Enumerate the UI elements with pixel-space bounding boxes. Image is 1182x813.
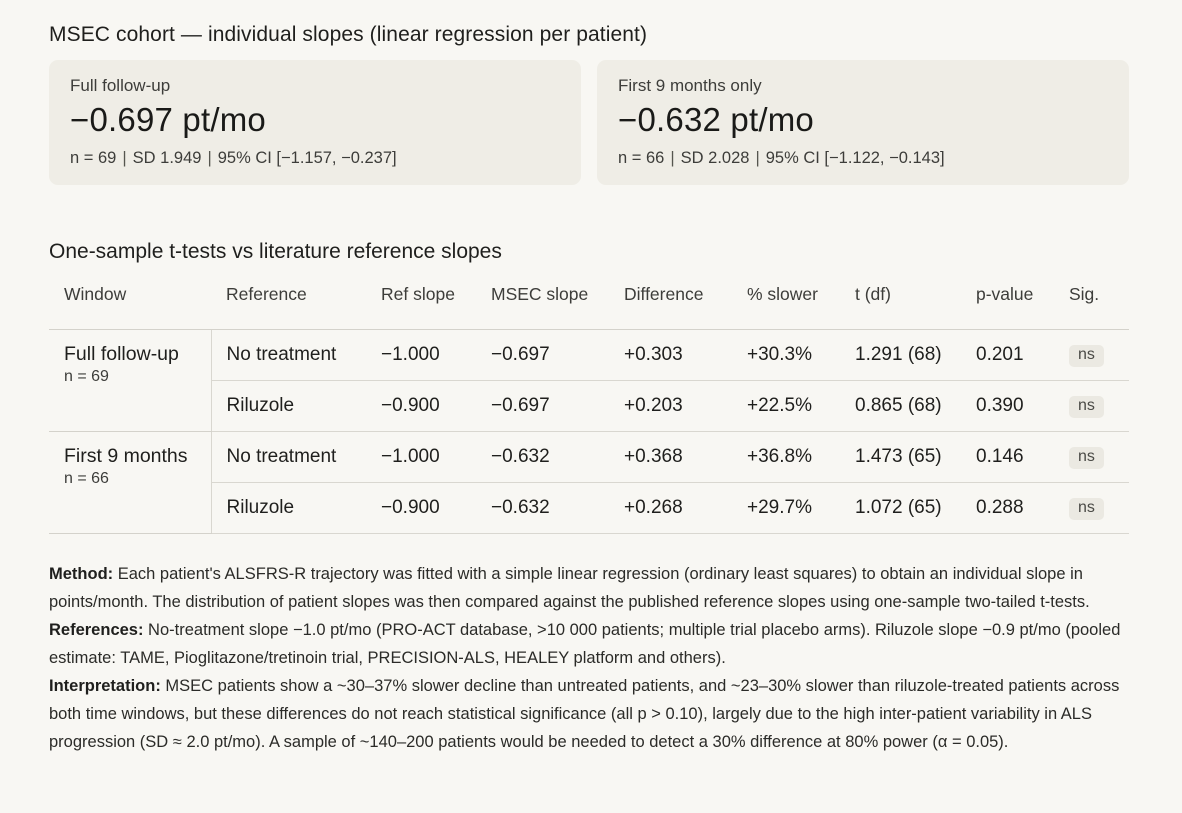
interpretation-label: Interpretation: — [49, 677, 161, 695]
card-label: Full follow-up — [70, 76, 171, 95]
card-sd: SD 1.949 — [132, 149, 202, 167]
cell-difference: +0.368 — [609, 431, 732, 483]
card-ci: 95% CI [−1.157, −0.237] — [217, 149, 397, 167]
cell-sig: ns — [1054, 380, 1129, 432]
cell-ref-slope: −1.000 — [366, 431, 476, 483]
cell-pct-slower: +36.8% — [732, 431, 840, 483]
cell-difference: +0.203 — [609, 380, 732, 432]
cell-ref-slope: −0.900 — [366, 380, 476, 432]
cell-difference: +0.268 — [609, 482, 732, 534]
cell-sig: ns — [1054, 431, 1129, 483]
separator: | — [207, 149, 212, 167]
column-header-ref-slope: Ref slope — [366, 284, 476, 330]
cell-pct-slower: +29.7% — [732, 482, 840, 534]
column-header-reference: Reference — [211, 284, 366, 330]
cell-p-value: 0.288 — [961, 482, 1054, 534]
column-header-msec-slope: MSEC slope — [476, 284, 609, 330]
cell-ref-slope: −1.000 — [366, 329, 476, 381]
table-row: Riluzole −0.900 −0.632 +0.268 +29.7% 1.0… — [49, 482, 1129, 534]
significance-badge: ns — [1069, 447, 1104, 469]
cell-p-value: 0.390 — [961, 380, 1054, 432]
card-ci: 95% CI [−1.122, −0.143] — [765, 149, 945, 167]
references-label: References: — [49, 621, 144, 639]
window-n: n = 69 — [64, 368, 109, 385]
cell-pct-slower: +22.5% — [732, 380, 840, 432]
significance-badge: ns — [1069, 345, 1104, 367]
significance-badge: ns — [1069, 498, 1104, 520]
references-text: No-treatment slope −1.0 pt/mo (PRO-ACT d… — [49, 621, 1121, 667]
page-title: MSEC cohort — individual slopes (linear … — [49, 23, 648, 46]
cell-sig: ns — [1054, 329, 1129, 381]
cell-difference: +0.303 — [609, 329, 732, 381]
card-stats: n = 69 | SD 1.949 | 95% CI [−1.157, −0.237] — [70, 146, 560, 170]
cell-t-df: 0.865 (68) — [840, 380, 961, 432]
column-header-difference: Difference — [609, 284, 732, 330]
cell-t-df: 1.473 (65) — [840, 431, 961, 483]
card-slope-value: −0.632 pt/mo — [618, 101, 814, 138]
cell-reference: Riluzole — [211, 380, 366, 432]
interpretation-text: MSEC patients show a ~30–37% slower decl… — [49, 677, 1120, 751]
column-header-p-value: p-value — [961, 284, 1054, 330]
separator: | — [122, 149, 127, 167]
card-label: First 9 months only — [618, 76, 762, 95]
separator: | — [670, 149, 675, 167]
table-header-row: Window Reference Ref slope MSEC slope Di… — [49, 284, 1129, 330]
card-sd: SD 2.028 — [680, 149, 750, 167]
cell-t-df: 1.291 (68) — [840, 329, 961, 381]
method-label: Method: — [49, 565, 114, 583]
method-text: Each patient's ALSFRS-R trajectory was f… — [49, 565, 1090, 611]
cell-msec-slope: −0.632 — [476, 431, 609, 483]
window-name: Full follow-up — [64, 343, 179, 365]
cell-msec-slope: −0.632 — [476, 482, 609, 534]
ttest-section-title: One-sample t-tests vs literature referen… — [49, 240, 502, 263]
window-cell: Full follow-up n = 69 — [49, 329, 212, 432]
cell-msec-slope: −0.697 — [476, 380, 609, 432]
summary-cards: Full follow-up −0.697 pt/mo n = 69 | SD 1.… — [49, 60, 1129, 185]
cell-reference: Riluzole — [211, 482, 366, 534]
column-header-t-df: t (df) — [840, 284, 961, 330]
cell-pct-slower: +30.3% — [732, 329, 840, 381]
table-row: First 9 months n = 66 No treatment −1.00… — [49, 431, 1129, 534]
cell-ref-slope: −0.900 — [366, 482, 476, 534]
ttest-table: Window Reference Ref slope MSEC slope Di… — [49, 284, 1129, 534]
card-stats: n = 66 | SD 2.028 | 95% CI [−1.122, −0.143] — [618, 146, 1108, 170]
cell-sig: ns — [1054, 482, 1129, 534]
cell-p-value: 0.201 — [961, 329, 1054, 381]
summary-card-first-9-months: First 9 months only −0.632 pt/mo n = 66 |… — [597, 60, 1129, 185]
window-name: First 9 months — [64, 445, 188, 467]
table-row: Riluzole −0.900 −0.697 +0.203 +22.5% 0.8… — [49, 380, 1129, 432]
cell-p-value: 0.146 — [961, 431, 1054, 483]
interpretation-note: Interpretation: MSEC patients show a ~30… — [49, 672, 1129, 756]
cell-reference: No treatment — [211, 431, 366, 483]
window-n: n = 66 — [64, 470, 109, 487]
table-row: Full follow-up n = 69 No treatment −1.00… — [49, 329, 1129, 432]
cell-reference: No treatment — [211, 329, 366, 381]
summary-card-full-follow-up: Full follow-up −0.697 pt/mo n = 69 | SD 1.… — [49, 60, 581, 185]
column-header-pct-slower: % slower — [732, 284, 840, 330]
separator: | — [755, 149, 760, 167]
cell-msec-slope: −0.697 — [476, 329, 609, 381]
card-slope-value: −0.697 pt/mo — [70, 101, 266, 138]
column-header-sig: Sig. — [1054, 284, 1129, 330]
window-cell: First 9 months n = 66 — [49, 431, 212, 534]
card-n: n = 66 — [618, 149, 665, 167]
cell-t-df: 1.072 (65) — [840, 482, 961, 534]
references-note: References: No-treatment slope −1.0 pt/m… — [49, 616, 1129, 672]
method-note: Method: Each patient's ALSFRS-R trajecto… — [49, 560, 1129, 616]
column-header-window: Window — [49, 284, 211, 330]
significance-badge: ns — [1069, 396, 1104, 418]
notes: Method: Each patient's ALSFRS-R trajecto… — [49, 560, 1129, 756]
card-n: n = 69 — [70, 149, 117, 167]
